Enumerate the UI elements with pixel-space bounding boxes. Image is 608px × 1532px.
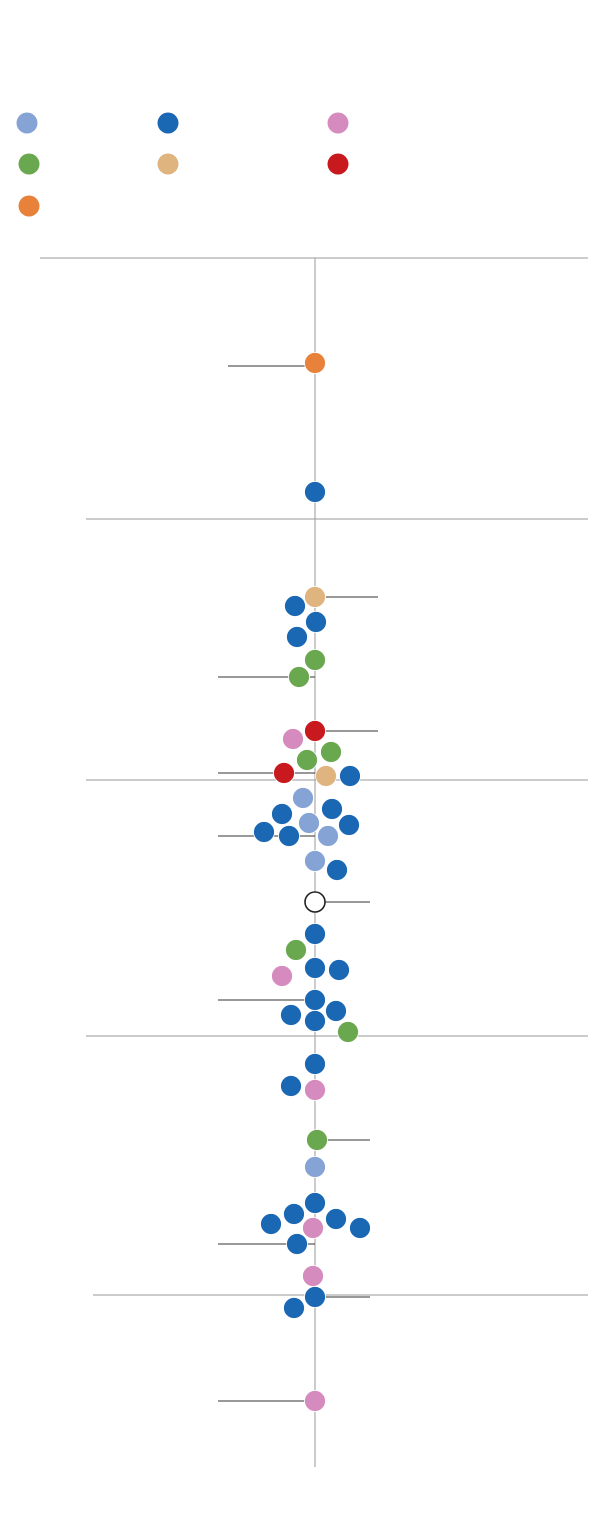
data-point-dark_blue — [325, 1208, 347, 1230]
data-point-dark_blue — [286, 626, 308, 648]
data-point-dark_blue — [280, 1004, 302, 1026]
gridlines — [40, 257, 588, 1296]
annotation-leaders — [218, 365, 378, 1402]
data-point-light_blue — [317, 825, 339, 847]
data-point-tan — [315, 765, 337, 787]
data-point-dark_blue — [339, 765, 361, 787]
data-point-pink — [304, 1079, 326, 1101]
data-point-tan — [304, 586, 326, 608]
data-point-green — [288, 666, 310, 688]
data-point-dark_blue — [304, 1286, 326, 1308]
data-point-light_blue — [292, 787, 314, 809]
data-point-dark_blue — [326, 859, 348, 881]
data-point-green — [296, 749, 318, 771]
data-point-red — [304, 720, 326, 742]
data-point-pink — [302, 1265, 324, 1287]
data-point-dark_blue — [304, 989, 326, 1011]
data-point-green — [337, 1021, 359, 1043]
data-point-pink — [302, 1217, 324, 1239]
legend-swatch-orange — [18, 195, 40, 217]
data-point-light_blue — [304, 1156, 326, 1178]
data-point-pink — [282, 728, 304, 750]
data-point-dark_blue — [304, 1192, 326, 1214]
data-point-dark_blue — [305, 611, 327, 633]
data-point-green — [304, 649, 326, 671]
data-point-pink — [304, 1390, 326, 1412]
data-point-dark_blue — [328, 959, 350, 981]
legend-swatch-green — [18, 153, 40, 175]
data-point-dark_blue — [283, 1297, 305, 1319]
data-point-dark_blue — [304, 1010, 326, 1032]
data-point-pink — [271, 965, 293, 987]
legend-swatch-light_blue — [16, 112, 38, 134]
data-point-dark_blue — [280, 1075, 302, 1097]
data-point-dark_blue — [325, 1000, 347, 1022]
data-point-dark_blue — [260, 1213, 282, 1235]
data-point-dark_blue — [283, 1203, 305, 1225]
legend-swatch-tan — [157, 153, 179, 175]
data-point-dark_blue — [338, 814, 360, 836]
legend-swatch-dark_blue — [157, 112, 179, 134]
data-point-dark_blue — [321, 798, 343, 820]
data-point-green — [320, 741, 342, 763]
data-point-dark_blue — [304, 1053, 326, 1075]
data-point-orange — [304, 352, 326, 374]
data-point-dark_blue — [271, 803, 293, 825]
legend — [16, 112, 349, 217]
data-point-dark_blue — [349, 1217, 371, 1239]
data-point-dark_blue — [284, 595, 306, 617]
data-point-green — [306, 1129, 328, 1151]
data-point-dark_blue — [286, 1233, 308, 1255]
data-point-red — [273, 762, 295, 784]
legend-swatch-red — [327, 153, 349, 175]
data-point-dark_blue — [304, 957, 326, 979]
data-point-outline — [304, 891, 326, 913]
data-point-light_blue — [298, 812, 320, 834]
data-point-light_blue — [304, 850, 326, 872]
data-point-green — [285, 939, 307, 961]
data-point-dark_blue — [253, 821, 275, 843]
data-point-dark_blue — [304, 481, 326, 503]
legend-swatch-pink — [327, 112, 349, 134]
data-points — [253, 352, 371, 1412]
data-point-dark_blue — [278, 825, 300, 847]
data-point-dark_blue — [304, 923, 326, 945]
